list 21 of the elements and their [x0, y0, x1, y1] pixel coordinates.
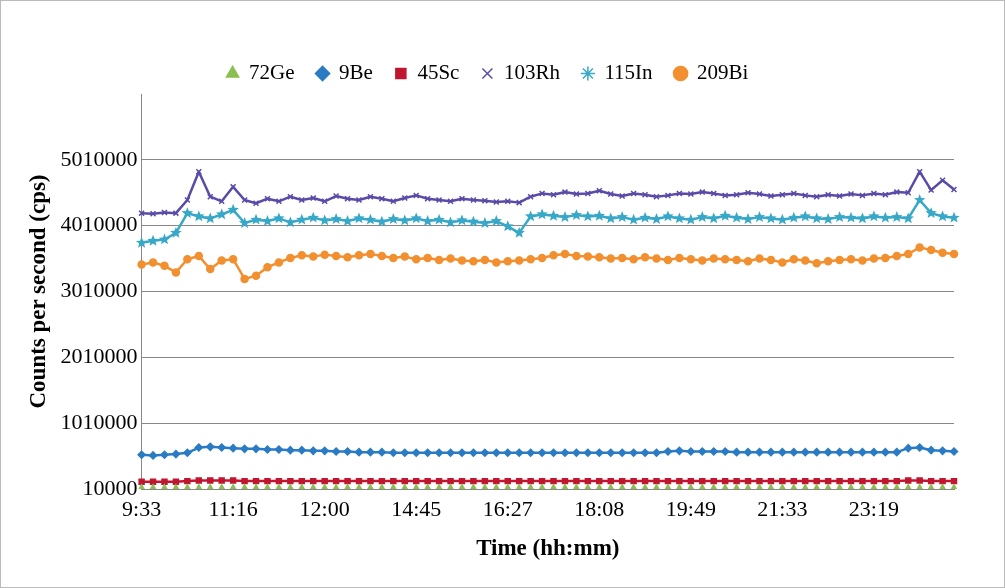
legend-label: 115In — [604, 60, 654, 85]
y-tick-label: 4010000 — [60, 211, 138, 237]
y-tick-label: 1010000 — [60, 408, 138, 434]
y-tick-label: 5010000 — [60, 145, 138, 171]
x-tick-label: 18:08 — [574, 495, 625, 521]
x-tick-label: 16:27 — [482, 495, 533, 521]
x-tick-label: 21:33 — [757, 495, 808, 521]
y-axis-title: Counts per second (cps) — [24, 174, 50, 409]
x-tick-label: 12:00 — [299, 495, 350, 521]
x-tick-label: 11:16 — [208, 495, 258, 521]
legend-label: 9Be — [339, 60, 373, 85]
y-tick-label: 2010000 — [60, 343, 138, 369]
legend-label: 45Sc — [417, 60, 460, 85]
legend-label: 103Rh — [503, 60, 561, 85]
legend-label: 72Ge — [249, 60, 295, 85]
x-tick-label: 23:19 — [848, 495, 899, 521]
legend-label: 209Bi — [697, 60, 749, 85]
x-tick-label: 19:49 — [665, 495, 716, 521]
x-axis-title: Time (hh:mm) — [476, 535, 620, 561]
x-tick-label: 14:45 — [391, 495, 442, 521]
y-tick-label: 3010000 — [60, 277, 138, 303]
